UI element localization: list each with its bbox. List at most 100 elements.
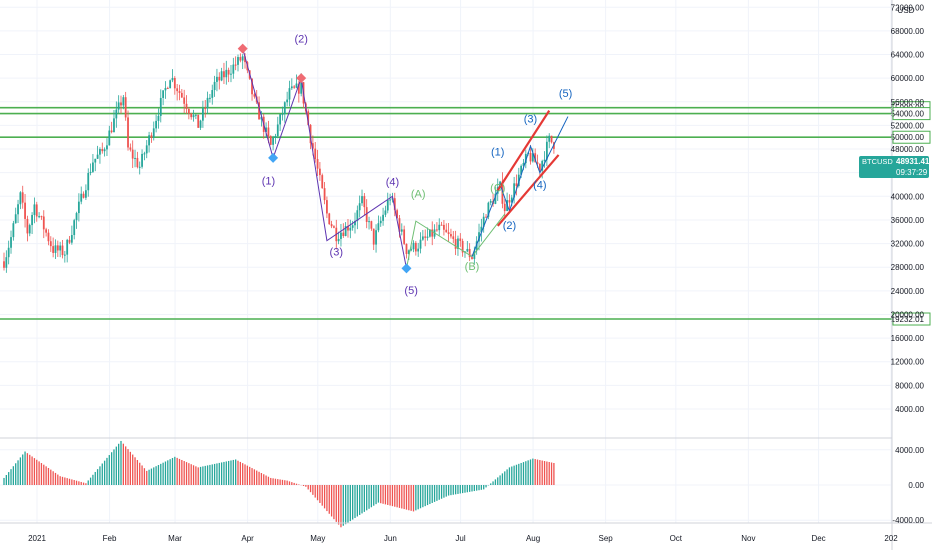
candle-up (337, 238, 340, 242)
oscillator-axis: 4000.00 0.00 -4000.00 (892, 446, 924, 525)
candle-down (297, 83, 300, 94)
candle-up (75, 213, 78, 221)
diamond-marker[interactable] (268, 152, 279, 163)
candle-up (548, 135, 551, 142)
candle-up (241, 56, 244, 61)
time-tick-label: Oct (670, 534, 683, 543)
candle-down (82, 193, 85, 198)
price-tick-label: 56000.00 (891, 98, 925, 107)
candle-up (85, 190, 87, 198)
candle-up (10, 237, 12, 248)
wave-label: (2) (294, 34, 307, 46)
candle-down (176, 88, 179, 92)
time-axis[interactable]: 2021 Feb Mar Apr May Jun Jul Aug Sep Oct Nov Dec 202 (28, 534, 898, 543)
wave-trendline[interactable] (405, 213, 506, 269)
candle-up (96, 154, 99, 159)
candle-up (361, 196, 363, 204)
price-tick-label: 16000.00 (891, 334, 925, 343)
candle-up (288, 88, 291, 100)
candle-up (389, 199, 391, 201)
wave-label: (1) (491, 147, 504, 159)
candle-up (545, 141, 548, 160)
candles (3, 53, 555, 273)
candle-down (45, 229, 48, 233)
candle-up (106, 145, 108, 150)
time-tick-label: Nov (741, 534, 755, 543)
candle-up (475, 241, 478, 251)
candle-up (162, 90, 165, 98)
candle-down (239, 57, 242, 61)
time-tick-label: Jul (455, 534, 465, 543)
candle-up (164, 87, 167, 91)
candle-down (321, 175, 324, 189)
candle-up (73, 220, 76, 236)
candle-up (108, 130, 111, 146)
candle-up (295, 83, 298, 88)
candle-up (379, 220, 382, 224)
diamond-marker[interactable] (401, 263, 412, 274)
price-tick-label: 20000.00 (891, 310, 925, 319)
price-tick-label: 68000.00 (891, 27, 925, 36)
candle-down (101, 149, 104, 152)
candle-down (26, 218, 29, 234)
candle-up (531, 153, 534, 162)
wave-label: (C) (490, 183, 505, 195)
candle-up (33, 204, 36, 215)
candle-up (382, 214, 384, 221)
candle-up (457, 238, 459, 249)
candle-down (436, 229, 438, 231)
candle-down (414, 242, 417, 252)
candle-up (216, 76, 218, 82)
level-label-box (892, 312, 931, 326)
candle-up (356, 210, 359, 221)
price-tick-label: 36000.00 (891, 216, 925, 225)
price-tick-label: 40000.00 (891, 192, 925, 201)
candle-down (534, 153, 537, 163)
candle-up (66, 239, 69, 255)
candle-down (61, 245, 64, 256)
price-tick-label: 32000.00 (891, 240, 925, 249)
candle-up (148, 135, 150, 146)
diamond-marker[interactable] (237, 43, 248, 54)
wave-label: (5) (404, 285, 417, 297)
candle-down (314, 148, 317, 160)
price-tick-label: 72000.00 (891, 3, 925, 12)
candle-down (56, 245, 59, 251)
candle-up (281, 114, 284, 116)
candle-down (52, 246, 55, 253)
candle-down (3, 261, 5, 268)
candle-up (487, 202, 490, 217)
oscillator (3, 440, 555, 528)
diamond-marker[interactable] (296, 73, 307, 84)
drawings[interactable] (237, 43, 569, 274)
candle-down (234, 64, 237, 66)
wave-trendline[interactable] (471, 116, 569, 257)
grid (0, 0, 892, 523)
price-badge-bg (859, 156, 929, 178)
price-tick-label: 8000.00 (895, 381, 924, 390)
wave-label: (2) (503, 220, 516, 232)
candle-down (529, 152, 532, 162)
candle-up (14, 214, 17, 224)
wave-trendline[interactable] (242, 48, 407, 269)
time-tick-label: Jun (384, 534, 397, 543)
candle-up (211, 90, 214, 98)
candle-up (192, 115, 195, 118)
wave-label: (B) (465, 261, 480, 273)
channel-line[interactable] (496, 154, 560, 227)
candle-down (127, 117, 129, 148)
candle-down (316, 159, 319, 169)
osc-tick-label: -4000.00 (892, 516, 924, 525)
candle-up (155, 120, 157, 129)
price-tick-label: 28000.00 (891, 263, 925, 272)
channel-line[interactable] (496, 110, 551, 192)
candle-up (426, 236, 429, 238)
time-tick-label: Apr (241, 534, 254, 543)
time-tick-label: Feb (103, 534, 117, 543)
candle-up (260, 116, 263, 120)
candle-down (267, 127, 270, 137)
candle-down (68, 239, 71, 243)
candle-down (180, 92, 183, 98)
